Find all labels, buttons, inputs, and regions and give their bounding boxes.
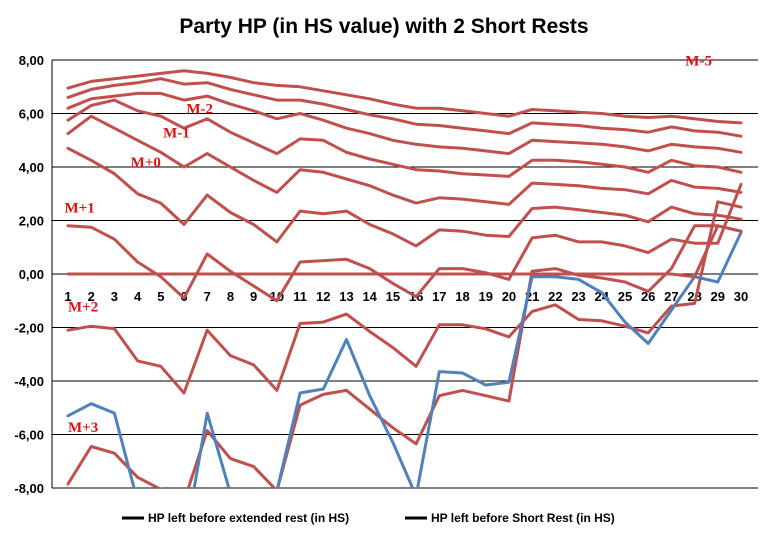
series-line	[66, 231, 743, 488]
y-tick-label: -4,00	[14, 374, 44, 389]
series-line	[66, 114, 743, 206]
series-line	[66, 69, 743, 125]
x-tick-label: 20	[502, 289, 516, 304]
annotation-label: M+1	[65, 200, 95, 216]
annotation-label: M-5	[685, 53, 712, 69]
x-tick-label: 15	[386, 289, 400, 304]
x-tick-label: 2	[88, 289, 95, 304]
x-tick-label: 11	[293, 289, 307, 304]
series-line	[66, 98, 743, 178]
annotation-label: M-2	[186, 102, 213, 118]
x-tick-label: 22	[548, 289, 562, 304]
series-line	[66, 224, 743, 488]
series-line	[66, 91, 743, 156]
x-tick-label: 8	[227, 289, 234, 304]
y-tick-label: 8,00	[19, 53, 44, 68]
annotation-label: M+3	[68, 420, 98, 436]
x-tick-label: 12	[316, 289, 330, 304]
x-tick-label: 9	[250, 289, 257, 304]
x-tick-label: 14	[362, 289, 377, 304]
y-tick-label: 0,00	[19, 267, 44, 282]
x-tick-label: 18	[455, 289, 469, 304]
legend-label: HP left before Short Rest (in HS)	[431, 511, 615, 525]
y-axis-ticks: -8,00 -6,00 -4,00 -2,00 0,00 2,00 4,00 6,00 8,00	[14, 53, 44, 496]
x-tick-label: 19	[478, 289, 492, 304]
x-tick-label: 3	[111, 289, 118, 304]
x-tick-label: 29	[711, 289, 725, 304]
annotations: M-5 M-2 M-1M+0 M+1 M+2 M+3	[65, 53, 712, 435]
x-tick-label: 30	[734, 289, 748, 304]
x-tick-label: 1	[64, 289, 71, 304]
x-tick-label: 27	[664, 289, 678, 304]
series-line	[66, 224, 743, 279]
y-tick-label: -8,00	[14, 481, 44, 496]
series-line	[66, 77, 743, 138]
x-tick-label: 4	[134, 289, 142, 304]
series-group	[66, 69, 743, 488]
x-tick-label: 26	[641, 289, 655, 304]
x-tick-label: 13	[339, 289, 353, 304]
y-tick-label: 2,00	[19, 214, 44, 229]
x-tick-label: 23	[571, 289, 585, 304]
series-line	[66, 182, 743, 303]
x-tick-label: 25	[618, 289, 632, 304]
x-tick-label: 17	[432, 289, 446, 304]
y-tick-label: -2,00	[14, 321, 44, 336]
legend: HP left before extended rest (in HS) HP l…	[122, 511, 615, 525]
x-tick-label: 7	[204, 289, 211, 304]
y-tick-label: 4,00	[19, 160, 44, 175]
y-tick-label: -6,00	[14, 428, 44, 443]
annotation-label: M-1	[163, 126, 190, 142]
annotation-label: M+2	[68, 299, 98, 315]
chart-title: Party HP (in HS value) with 2 Short Rest…	[179, 15, 588, 38]
x-tick-label: 5	[157, 289, 164, 304]
annotation-label: M+0	[131, 155, 161, 171]
legend-label: HP left before extended rest (in HS)	[148, 511, 349, 525]
y-tick-label: 6,00	[19, 107, 44, 122]
series-line	[66, 146, 743, 248]
